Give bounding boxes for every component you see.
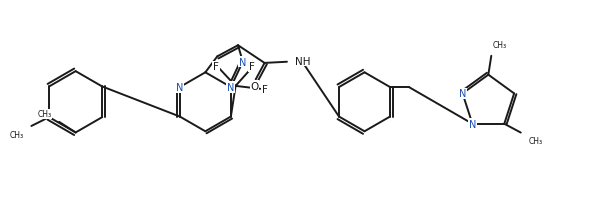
Text: CH₃: CH₃ bbox=[528, 136, 543, 145]
Text: NH: NH bbox=[294, 56, 310, 66]
Text: N: N bbox=[469, 119, 476, 129]
Text: N: N bbox=[239, 57, 247, 67]
Text: O: O bbox=[250, 82, 259, 91]
Text: F: F bbox=[262, 84, 268, 94]
Text: N: N bbox=[459, 89, 466, 99]
Text: CH₃: CH₃ bbox=[38, 110, 51, 119]
Text: N: N bbox=[176, 83, 183, 93]
Text: CH₃: CH₃ bbox=[493, 41, 507, 50]
Text: F: F bbox=[248, 62, 254, 71]
Text: F: F bbox=[213, 62, 219, 72]
Text: CH₃: CH₃ bbox=[10, 130, 24, 139]
Text: N: N bbox=[227, 83, 235, 93]
